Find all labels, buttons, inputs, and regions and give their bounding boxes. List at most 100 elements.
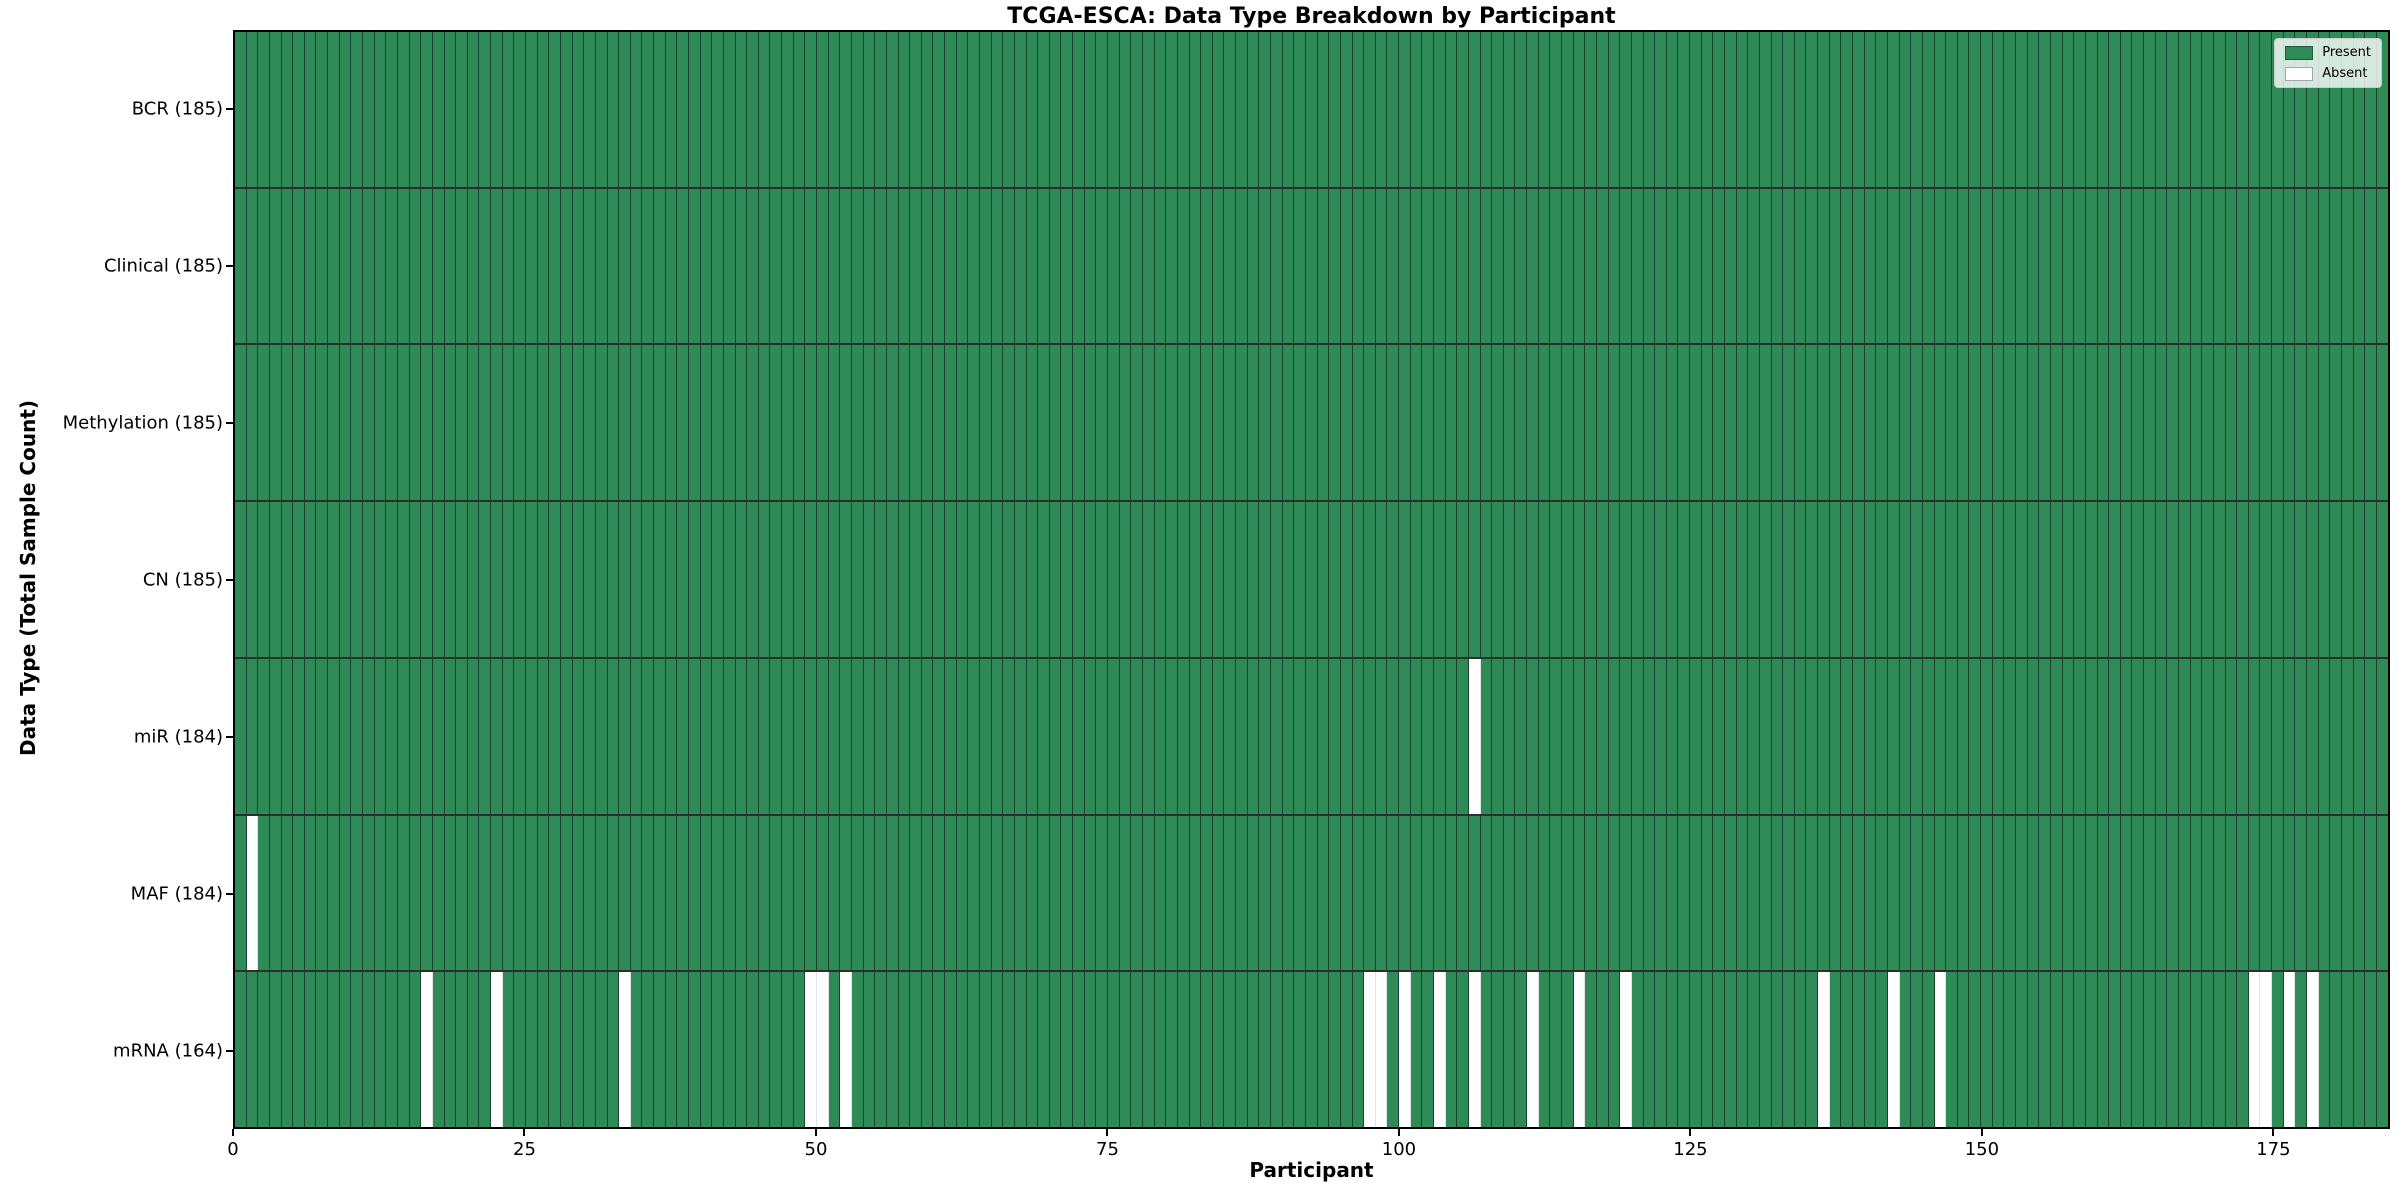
cell-cn-p148 [1957, 502, 1970, 657]
cell-bcr-p76 [1119, 32, 1132, 187]
cell-bcr-p104 [1445, 32, 1458, 187]
cell-mir-p3 [269, 658, 282, 814]
cell-mrna-p57 [898, 972, 911, 1128]
cell-mir-p34 [630, 658, 643, 814]
cell-bcr-p161 [2109, 32, 2121, 187]
cell-cn-p17 [432, 502, 445, 657]
cell-bcr-p103 [1433, 32, 1446, 187]
cell-cn-p55 [875, 502, 887, 657]
xtick-label-125: 125 [1673, 1139, 1708, 1160]
cell-clinical-p64 [980, 188, 992, 344]
cell-maf-p100 [1399, 815, 1411, 971]
cell-cn-p41 [712, 502, 724, 657]
cell-mrna-p184 [2376, 972, 2388, 1128]
cell-mir-p54 [863, 658, 876, 814]
cell-mrna-p177 [2295, 972, 2308, 1128]
cell-methylation-p131 [1759, 345, 1772, 501]
cell-maf-p156 [2050, 815, 2063, 971]
cell-mrna-p54 [863, 972, 876, 1128]
cell-maf-p146 [1934, 815, 1947, 971]
cell-cn-p162 [2120, 502, 2133, 657]
cell-bcr-p47 [782, 32, 794, 187]
cell-clinical-p152 [2004, 188, 2017, 344]
cell-cn-p179 [2318, 502, 2331, 657]
cell-mir-p169 [2202, 658, 2214, 814]
cell-cn-p114 [1562, 502, 1574, 657]
cell-methylation-p109 [1503, 345, 1516, 501]
cell-mrna-p121 [1643, 972, 1656, 1128]
cell-maf-p179 [2318, 815, 2331, 971]
cell-clinical-p41 [712, 188, 724, 344]
ytick-mark [226, 735, 233, 738]
cell-clinical-p116 [1585, 188, 1597, 344]
cell-maf-p93 [1317, 815, 1330, 971]
cell-clinical-p155 [2039, 188, 2051, 344]
cell-maf-p58 [910, 815, 922, 971]
cell-mir-p114 [1562, 658, 1574, 814]
cell-maf-p116 [1585, 815, 1597, 971]
cell-cn-p56 [886, 502, 899, 657]
cell-cn-p74 [1096, 502, 1109, 657]
xtick-mark [523, 1129, 526, 1136]
cell-mrna-p138 [1841, 972, 1854, 1128]
cell-mrna-p161 [2109, 972, 2121, 1128]
cell-maf-p138 [1841, 815, 1854, 971]
cell-methylation-p34 [630, 345, 643, 501]
cell-clinical-p145 [1922, 188, 1935, 344]
cell-bcr-p12 [374, 32, 387, 187]
cell-mir-p172 [2237, 658, 2249, 814]
cell-clinical-p184 [2376, 188, 2388, 344]
cell-mir-p83 [1201, 658, 1213, 814]
cell-bcr-p137 [1829, 32, 1842, 187]
cell-maf-p178 [2307, 815, 2319, 971]
cell-clinical-p114 [1562, 188, 1574, 344]
cell-methylation-p69 [1038, 345, 1050, 501]
cell-clinical-p46 [770, 188, 783, 344]
cell-mir-p22 [491, 658, 503, 814]
cell-clinical-p42 [723, 188, 736, 344]
cell-mrna-p59 [921, 972, 934, 1128]
cell-cn-p47 [782, 502, 794, 657]
cell-methylation-p4 [281, 345, 294, 501]
cell-clinical-p90 [1282, 188, 1295, 344]
cell-bcr-p14 [397, 32, 410, 187]
cell-cn-p155 [2039, 502, 2051, 657]
cell-methylation-p89 [1271, 345, 1283, 501]
cell-bcr-p28 [560, 32, 573, 187]
cell-methylation-p1 [246, 345, 259, 501]
cell-mrna-p29 [572, 972, 585, 1128]
cell-maf-p170 [2213, 815, 2226, 971]
cell-mrna-p146 [1934, 972, 1947, 1128]
cell-methylation-p117 [1596, 345, 1609, 501]
cell-clinical-p67 [1014, 188, 1027, 344]
cell-cn-p169 [2202, 502, 2214, 657]
cell-mrna-p125 [1690, 972, 1702, 1128]
cell-mir-p67 [1014, 658, 1027, 814]
cell-mrna-p101 [1410, 972, 1423, 1128]
cell-clinical-p149 [1969, 188, 1982, 344]
cell-maf-p159 [2085, 815, 2098, 971]
cell-mir-p84 [1212, 658, 1225, 814]
cell-bcr-p71 [1061, 32, 1074, 187]
cell-clinical-p140 [1864, 188, 1877, 344]
cell-bcr-p106 [1468, 32, 1481, 187]
present-swatch-icon [2285, 45, 2314, 60]
cell-mrna-p117 [1596, 972, 1609, 1128]
cell-bcr-p128 [1725, 32, 1737, 187]
cell-maf-p144 [1911, 815, 1923, 971]
cell-mir-p177 [2295, 658, 2308, 814]
cell-maf-p2 [258, 815, 270, 971]
cell-maf-p69 [1038, 815, 1050, 971]
cell-maf-p20 [467, 815, 480, 971]
cell-cn-p118 [1608, 502, 1621, 657]
cell-mrna-p70 [1049, 972, 1062, 1128]
cell-maf-p110 [1515, 815, 1528, 971]
cell-mrna-p14 [397, 972, 410, 1128]
cell-mrna-p42 [723, 972, 736, 1128]
cell-clinical-p143 [1899, 188, 1912, 344]
cell-maf-p48 [793, 815, 806, 971]
row-bcr [235, 32, 2388, 187]
cell-mrna-p111 [1527, 972, 1539, 1128]
cell-mrna-p100 [1399, 972, 1411, 1128]
cell-mrna-p160 [2097, 972, 2110, 1128]
